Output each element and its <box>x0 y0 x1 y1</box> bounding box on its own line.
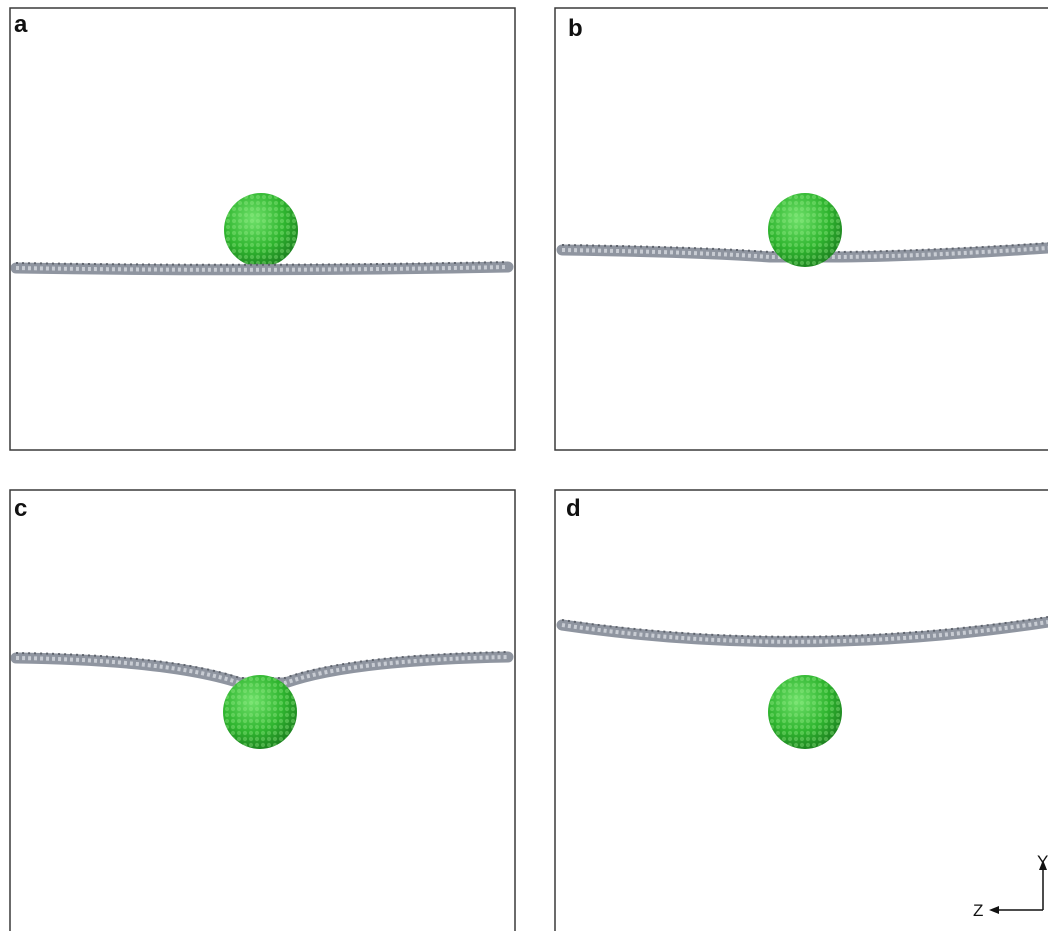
panel-label: c <box>14 495 27 522</box>
nanoparticle <box>768 193 842 267</box>
figure: a b c d <box>0 0 1048 931</box>
panel-label: d <box>566 495 581 522</box>
nanoparticle <box>768 675 842 749</box>
axis-label: Z <box>973 901 983 920</box>
panel-b: b <box>555 8 1048 450</box>
nanoparticle <box>224 193 298 267</box>
panel-d: d Y Z <box>555 490 1048 931</box>
panel-label: b <box>568 15 583 42</box>
panel-c: c <box>10 490 515 931</box>
panel-label: a <box>14 11 28 38</box>
panel-a: a <box>10 8 515 450</box>
axis-label: Y <box>1037 852 1048 871</box>
nanoparticle <box>223 675 297 749</box>
